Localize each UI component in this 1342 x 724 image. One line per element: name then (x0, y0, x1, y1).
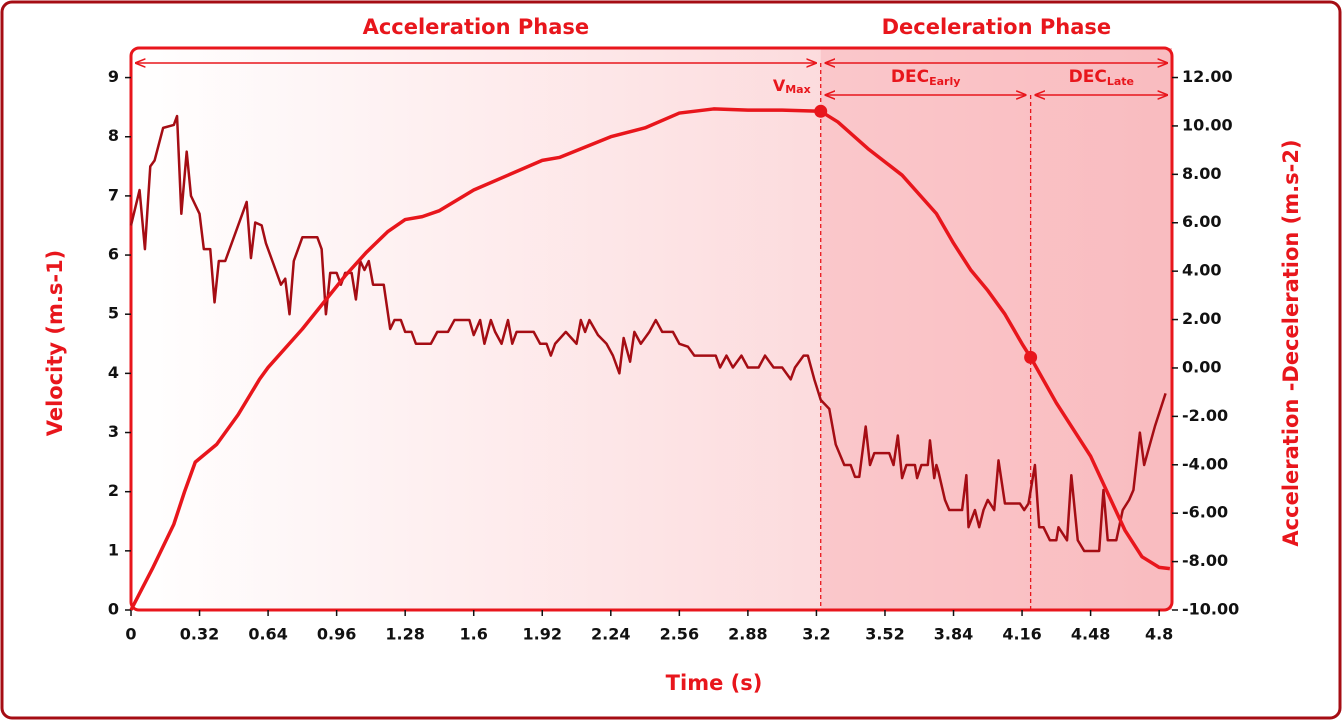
marker (814, 104, 828, 118)
y-tick-label: 9 (108, 67, 119, 86)
subphase-sub: Late (1107, 75, 1134, 88)
y-tick-label: 0 (108, 600, 119, 619)
x-tick-label: 0 (125, 625, 136, 644)
y2-tick-label: 2.00 (1182, 309, 1221, 328)
y2-tick-label: -10.00 (1182, 600, 1239, 619)
y2-tick-label: -6.00 (1182, 503, 1228, 522)
y-tick-label: 7 (108, 185, 119, 204)
x-tick-label: 4.8 (1145, 625, 1173, 644)
y-tick-label: 8 (108, 126, 119, 145)
deceleration-shade (820, 48, 1172, 610)
subphase-sub: Early (929, 75, 960, 88)
y2-tick-label: -2.00 (1182, 406, 1228, 425)
phase-label: Deceleration Phase (882, 15, 1112, 39)
y2-tick-label: 12.00 (1182, 67, 1233, 86)
phase-label: Acceleration Phase (363, 15, 590, 39)
y2-tick-label: 4.00 (1182, 261, 1221, 280)
x-tick-label: 4.48 (1071, 625, 1110, 644)
acceleration-line (129, 114, 1167, 553)
y-axis-title: Velocity (m.s-1) (43, 250, 67, 437)
x-tick-label: 3.52 (865, 625, 904, 644)
y-tick-label: 5 (108, 304, 119, 323)
y2-tick-label: 10.00 (1182, 115, 1233, 134)
y-tick-label: 1 (108, 540, 119, 559)
marker (1024, 350, 1038, 364)
x-tick-label: 1.6 (460, 625, 488, 644)
x-tick-label: 3.84 (934, 625, 973, 644)
x-tick-label: 0.96 (317, 625, 356, 644)
x-tick-label: 0.64 (248, 625, 287, 644)
y-tick-label: 6 (108, 245, 119, 264)
x-axis-title: Time (s) (666, 671, 763, 695)
velocity-line (129, 107, 1171, 611)
y-tick-label: 4 (108, 363, 119, 382)
y-tick-label: 3 (108, 422, 119, 441)
x-tick-label: 2.24 (591, 625, 630, 644)
vmax-main: V (773, 76, 786, 95)
vmax-label: VMax (773, 76, 811, 97)
y2-tick-label: -4.00 (1182, 454, 1228, 473)
x-tick-label: 2.88 (728, 625, 767, 644)
y2-tick-label: 8.00 (1182, 164, 1221, 183)
x-tick-label: 0.32 (180, 625, 219, 644)
subphase-label: DECLate (1069, 67, 1134, 88)
plot-border (129, 46, 1174, 612)
y2-tick-label: -8.00 (1182, 551, 1228, 570)
x-tick-label: 4.16 (1002, 625, 1041, 644)
y2-tick-label: 0.00 (1182, 357, 1221, 376)
y2-axis-title: Acceleration -Deceleration (m.s-2) (1279, 139, 1303, 546)
subphase-main: DEC (891, 67, 929, 87)
y2-tick-label: 6.00 (1182, 212, 1221, 231)
x-tick-label: 1.28 (385, 625, 424, 644)
subphase-main: DEC (1069, 67, 1107, 87)
y-tick-label: 2 (108, 481, 119, 500)
subphase-label: DECEarly (891, 67, 961, 88)
x-tick-label: 3.2 (802, 625, 830, 644)
vmax-sub: Max (785, 83, 810, 96)
x-tick-label: 1.92 (523, 625, 562, 644)
x-tick-label: 2.56 (660, 625, 699, 644)
